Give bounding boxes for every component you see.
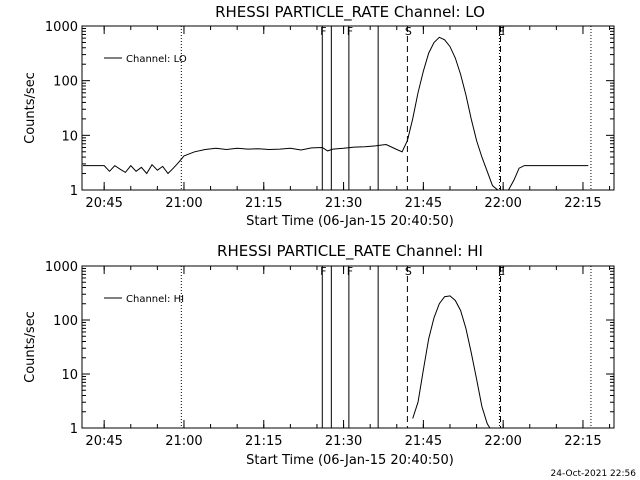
y-tick-label: 1000 bbox=[45, 20, 78, 35]
y-tick-label: 10 bbox=[61, 129, 78, 144]
chart-title: RHESSI PARTICLE_RATE Channel: LO bbox=[215, 3, 485, 22]
x-tick-label: 21:45 bbox=[405, 196, 442, 211]
event-marker-label: E bbox=[498, 265, 505, 278]
y-axis-label: Counts/sec bbox=[23, 311, 38, 383]
x-tick-label: 20:45 bbox=[85, 434, 122, 449]
x-tick-label: 22:00 bbox=[484, 196, 521, 211]
y-tick-label: 10 bbox=[61, 368, 78, 383]
y-tick-label: 100 bbox=[53, 75, 78, 90]
x-tick-label: 22:00 bbox=[484, 434, 521, 449]
series-line bbox=[412, 295, 491, 429]
event-marker-label: F bbox=[347, 265, 353, 278]
y-tick-label: 100 bbox=[53, 314, 78, 329]
event-marker-label: F bbox=[320, 25, 326, 38]
x-axis-label: Start Time (06-Jan-15 20:40:50) bbox=[246, 453, 454, 468]
y-axis-label: Counts/sec bbox=[23, 72, 38, 144]
legend-label: Channel: LO bbox=[126, 54, 187, 65]
plot-frame bbox=[81, 265, 615, 429]
x-tick-label: 21:30 bbox=[325, 196, 362, 211]
y-tick-label: 1 bbox=[70, 184, 78, 199]
event-marker-label: E bbox=[498, 25, 505, 38]
x-tick-label: 21:00 bbox=[165, 196, 202, 211]
legend: Channel: HI bbox=[104, 294, 184, 305]
event-marker-label: F bbox=[347, 25, 353, 38]
x-tick-label: 21:15 bbox=[245, 196, 282, 211]
y-tick-label: 1000 bbox=[45, 260, 78, 275]
event-marker-label: F bbox=[320, 265, 326, 278]
footer-timestamp: 24-Oct-2021 22:56 bbox=[551, 469, 637, 479]
x-tick-label: 22:15 bbox=[564, 434, 601, 449]
x-tick-label: 21:30 bbox=[325, 434, 362, 449]
x-tick-label: 20:45 bbox=[85, 196, 122, 211]
x-tick-label: 21:00 bbox=[165, 434, 202, 449]
plot-frame bbox=[81, 25, 615, 191]
legend-label: Channel: HI bbox=[126, 294, 184, 305]
event-marker-label: S bbox=[405, 265, 412, 278]
chart-panel-lo: RHESSI PARTICLE_RATE Channel: LO Start T… bbox=[23, 3, 615, 229]
series-line bbox=[82, 36, 589, 191]
x-tick-label: 21:15 bbox=[245, 434, 282, 449]
legend: Channel: LO bbox=[104, 54, 187, 65]
chart-panel-hi: RHESSI PARTICLE_RATE Channel: HI Start T… bbox=[23, 242, 615, 468]
y-tick-label: 1 bbox=[70, 422, 78, 437]
x-axis-label: Start Time (06-Jan-15 20:40:50) bbox=[246, 214, 454, 229]
event-marker-label: S bbox=[405, 25, 412, 38]
x-tick-label: 22:15 bbox=[564, 196, 601, 211]
chart-title: RHESSI PARTICLE_RATE Channel: HI bbox=[217, 242, 483, 261]
x-tick-label: 21:45 bbox=[405, 434, 442, 449]
